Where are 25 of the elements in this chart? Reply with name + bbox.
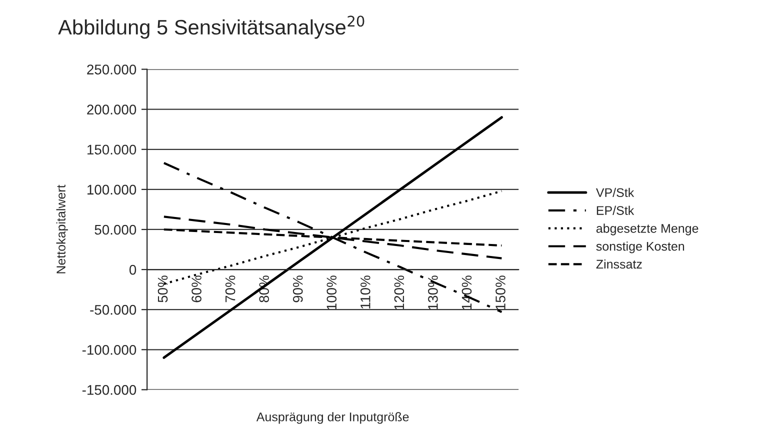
y-tick-label: 0 [129,264,136,275]
x-tick-label: 110% [360,276,370,309]
y-tick-label: 100.000 [88,184,136,195]
x-tick-label: 60% [192,276,202,302]
x-tick-label: 100% [326,276,337,310]
y-axis-title: Nettokapitalwert [56,184,68,274]
x-tick-label: 120% [394,276,404,310]
legend-label: Zinssatz [596,259,642,269]
y-tick-label: -150.000 [82,385,136,395]
x-axis-title: Ausprägung der Inputgröße [256,412,409,424]
y-tick-label: 50.000 [94,224,136,235]
legend-label: sonstige Kosten [596,242,684,254]
y-tick-label: 250.000 [87,64,136,74]
y-tick-label: -100.000 [82,344,136,355]
y-tick-label: 200.000 [87,104,136,114]
legend-label: EP/Stk [596,206,634,215]
x-tick-label: 50% [158,276,168,302]
x-tick-label: 90% [292,276,303,302]
legend-label: abgesetzte Menge [596,224,698,236]
x-tick-label: 70% [225,276,236,302]
chart-title: Abbildung 5 Sensivitätsanalyse$^{20}$ [58,16,364,39]
y-tick-label: 150.000 [88,144,136,155]
x-tick-label: 150% [496,276,506,310]
legend-label: VP/Stk [596,188,634,198]
y-tick-label: -50.000 [90,304,136,315]
